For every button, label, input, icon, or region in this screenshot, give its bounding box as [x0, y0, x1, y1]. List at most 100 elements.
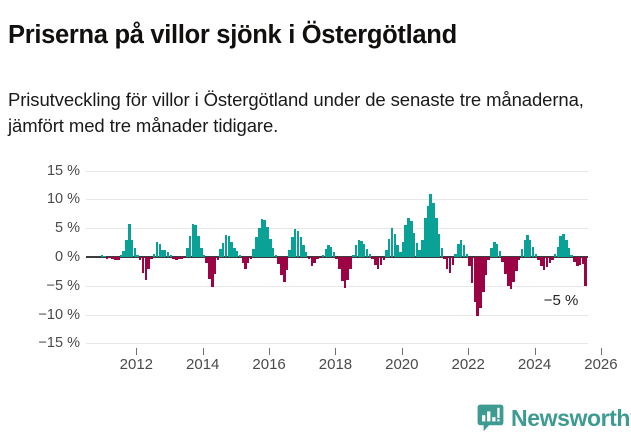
bar: [573, 257, 576, 262]
x-axis-tick-label: 2026: [584, 356, 618, 373]
bar: [235, 251, 239, 257]
bar: [346, 257, 349, 281]
bar: [291, 237, 294, 257]
bar: [462, 245, 466, 257]
bar: [255, 237, 258, 257]
bar: [484, 257, 488, 276]
bar: [304, 252, 308, 257]
bar: [473, 257, 477, 302]
bar: [338, 257, 341, 269]
bar: [368, 253, 372, 257]
bar: [111, 257, 114, 260]
gridline: [86, 228, 588, 229]
bar: [387, 238, 391, 257]
bar: [495, 244, 499, 257]
bar: [517, 257, 521, 261]
bar: [155, 242, 159, 257]
bar: [421, 239, 424, 257]
newsworthy-logo[interactable]: Newsworthy: [477, 404, 631, 432]
bar: [498, 251, 502, 257]
bar: [526, 235, 529, 257]
bar: [183, 257, 186, 259]
bar: [327, 245, 330, 257]
gridline: [86, 199, 588, 200]
bar: [479, 257, 482, 308]
bar: [382, 257, 386, 261]
bar: [144, 257, 148, 281]
bar: [202, 254, 206, 257]
bar: [321, 255, 325, 257]
bar: [219, 248, 222, 257]
bar: [244, 257, 247, 269]
bar: [133, 248, 137, 257]
bar: [426, 206, 430, 257]
bar: [163, 250, 167, 257]
bar: [360, 240, 363, 257]
bar: [542, 257, 546, 270]
bar: [562, 233, 565, 257]
bar: [487, 257, 490, 261]
bar: [122, 251, 125, 257]
bar: [249, 257, 253, 260]
bar: [329, 246, 333, 257]
bar: [379, 257, 383, 266]
bar: [230, 242, 233, 257]
bar: [578, 257, 582, 266]
bar: [385, 250, 388, 257]
bar: [197, 236, 200, 257]
bar: [424, 217, 427, 257]
bar: [374, 257, 377, 266]
bar: [313, 257, 316, 263]
y-axis-tick-label: −10 %: [38, 306, 80, 323]
bar: [429, 193, 432, 257]
bar: [482, 257, 485, 292]
x-axis-tick-label: 2016: [252, 356, 286, 373]
bar: [263, 220, 266, 257]
gridline: [86, 315, 588, 316]
x-axis-tick: [401, 348, 403, 355]
bar: [258, 228, 261, 257]
bar: [412, 232, 416, 257]
bar: [476, 257, 479, 316]
y-axis-tick-label: 0 %: [55, 249, 80, 265]
x-axis-tick-label: 2012: [119, 356, 154, 373]
x-axis-tick-label: 2022: [451, 356, 485, 373]
bar: [150, 257, 153, 259]
bar: [302, 245, 305, 257]
bar: [581, 257, 585, 264]
bar: [266, 227, 269, 257]
bar: [432, 202, 435, 257]
bar: [283, 257, 286, 283]
x-axis-tick: [269, 348, 271, 355]
bar: [141, 257, 145, 274]
bar: [100, 255, 103, 257]
bar: [357, 239, 361, 257]
bar: [280, 257, 283, 276]
bar: [559, 236, 562, 257]
x-axis-tick: [534, 348, 536, 355]
y-axis-tick: 10 %: [0, 191, 80, 207]
y-axis-tick: −15 %: [0, 335, 80, 351]
x-axis-tick-label: 2020: [385, 356, 419, 373]
bar: [158, 244, 162, 257]
bar: [172, 257, 175, 259]
bar: [161, 250, 164, 257]
bar: [468, 257, 471, 267]
y-axis-tick-label: 5 %: [55, 220, 80, 237]
bar: [285, 257, 289, 270]
y-axis-tick: 5 %: [0, 220, 80, 236]
bar: [194, 224, 197, 257]
bar: [260, 218, 264, 257]
bar: [410, 221, 413, 257]
bar: [435, 217, 438, 257]
y-axis-tick: −5 %: [0, 278, 80, 294]
y-axis-tick: 15 %: [0, 163, 80, 179]
bar: [208, 257, 211, 279]
bar: [213, 257, 217, 275]
bar: [307, 257, 311, 260]
bar-chart-speech-bubble-icon: [477, 404, 504, 432]
bar: [567, 247, 571, 257]
bar: [274, 254, 278, 257]
bar: [448, 257, 452, 274]
